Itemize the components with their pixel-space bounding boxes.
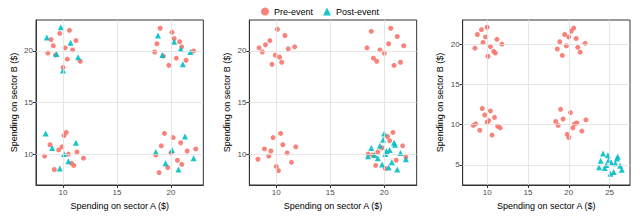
svg-text:Spending on sector A ($): Spending on sector A ($) (284, 201, 383, 211)
svg-text:Spending on sector A ($): Spending on sector A ($) (70, 201, 169, 211)
svg-text:Spending on sector A ($): Spending on sector A ($) (497, 201, 596, 211)
svg-text:10: 10 (59, 188, 68, 197)
svg-text:Post-event: Post-event (336, 7, 380, 17)
svg-text:15: 15 (451, 80, 460, 89)
svg-text:15: 15 (237, 98, 246, 107)
svg-text:Pre-event: Pre-event (274, 7, 314, 17)
svg-text:Spending on sector B ($): Spending on sector B ($) (222, 53, 232, 153)
svg-text:20: 20 (166, 188, 175, 197)
svg-text:25: 25 (605, 188, 614, 197)
svg-text:10: 10 (237, 150, 246, 159)
svg-text:15: 15 (24, 98, 33, 107)
svg-text:15: 15 (524, 188, 533, 197)
svg-text:20: 20 (237, 46, 246, 55)
svg-text:Spending on sector B ($): Spending on sector B ($) (9, 53, 19, 153)
svg-text:20: 20 (564, 188, 573, 197)
svg-text:10: 10 (451, 120, 460, 129)
svg-text:10: 10 (24, 150, 33, 159)
svg-text:10: 10 (483, 188, 492, 197)
svg-text:Spending on sector B ($): Spending on sector B ($) (435, 53, 445, 153)
svg-text:15: 15 (113, 188, 122, 197)
svg-text:20: 20 (451, 40, 460, 49)
svg-text:5: 5 (455, 160, 460, 169)
svg-text:15: 15 (326, 188, 335, 197)
svg-text:10: 10 (272, 188, 281, 197)
svg-text:20: 20 (24, 46, 33, 55)
svg-text:20: 20 (380, 188, 389, 197)
